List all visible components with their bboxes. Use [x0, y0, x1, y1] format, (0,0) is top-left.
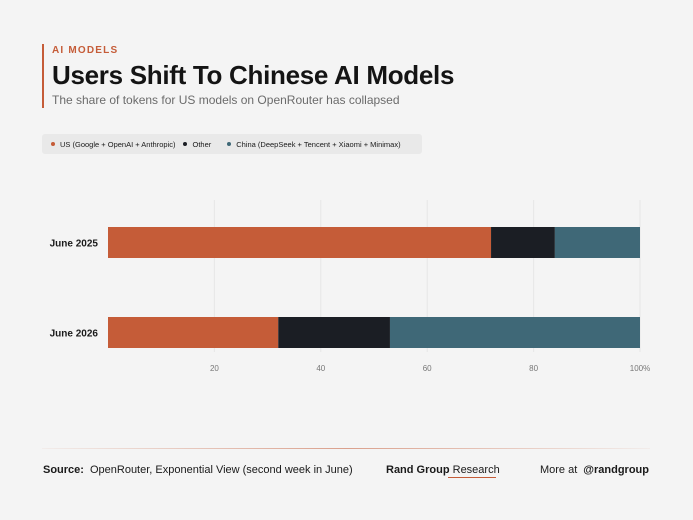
- bar-us-0: [108, 227, 492, 258]
- legend-item-other: Other: [183, 140, 211, 149]
- x-tick-label-1: 40: [316, 364, 325, 373]
- source-text: OpenRouter, Exponential View (second wee…: [89, 464, 353, 476]
- brand-light: Research: [452, 464, 500, 476]
- bar-china-1: [389, 317, 640, 348]
- chart-legend: US (Google + OpenAI + Anthropic) Other C…: [42, 134, 422, 154]
- source-label: Source:: [43, 464, 84, 476]
- legend-swatch-us: [51, 142, 55, 146]
- footer: Source: OpenRouter, Exponential View (sec…: [43, 464, 649, 478]
- bar-other-1: [278, 317, 390, 348]
- chart-kicker: AI MODELS: [52, 45, 119, 56]
- bar-china-0: [554, 227, 640, 258]
- footer-brand: Rand Group Research: [386, 464, 500, 476]
- chart-header: AI MODELS Users Shift To Chinese AI Mode…: [42, 44, 454, 108]
- more-text: More at: [539, 464, 578, 476]
- category-label-1: June 2026: [50, 329, 99, 340]
- legend-label-china: China (DeepSeek + Tencent + Xiaomi + Min…: [236, 139, 401, 149]
- bar-us-1: [108, 317, 279, 348]
- bar-other-0: [491, 227, 555, 258]
- footer-source: Source: OpenRouter, Exponential View (sec…: [43, 464, 353, 476]
- x-tick-label-4: 100%: [630, 364, 650, 373]
- legend-item-us: US (Google + OpenAI + Anthropic): [51, 140, 175, 149]
- x-tick-label-2: 60: [423, 364, 432, 373]
- legend-swatch-china: [227, 142, 232, 146]
- category-label-0: June 2025: [50, 239, 99, 250]
- chart-subtitle: The share of tokens for US models on Ope…: [52, 93, 400, 107]
- x-tick-label-0: 20: [210, 364, 219, 373]
- legend-item-china: China (DeepSeek + Tencent + Xiaomi + Min…: [227, 139, 401, 149]
- chart-title: Users Shift To Chinese AI Models: [52, 60, 455, 90]
- brand-bold: Rand Group: [386, 464, 450, 476]
- brand-underline: [448, 477, 496, 478]
- footer-handle: @randgroup: [583, 464, 649, 476]
- legend-label-other: Other: [192, 139, 212, 149]
- footer-more: More at @randgroup: [540, 464, 649, 476]
- stacked-bar-chart: June 2025 June 2026 20 40 60 80 100%: [50, 200, 650, 373]
- x-tick-label-3: 80: [529, 364, 538, 373]
- footer-divider: [42, 448, 650, 449]
- legend-label-us: US (Google + OpenAI + Anthropic): [60, 139, 176, 149]
- legend-swatch-other: [183, 142, 188, 146]
